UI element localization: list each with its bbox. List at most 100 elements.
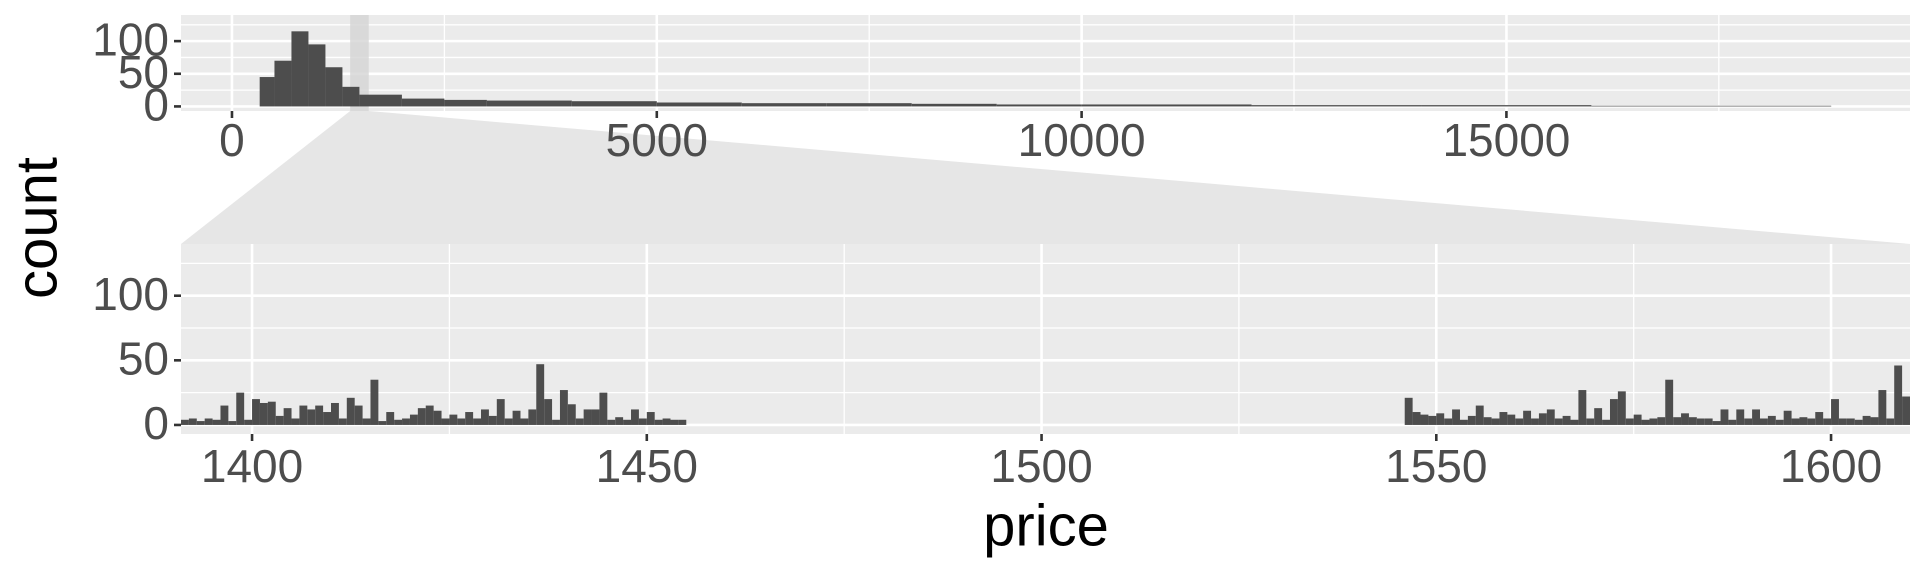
y-tick-label: 0	[143, 79, 169, 131]
bar	[1523, 410, 1532, 425]
bar	[444, 99, 487, 107]
bar	[512, 410, 521, 425]
bar	[244, 419, 253, 425]
bar	[1665, 379, 1674, 425]
bar	[1570, 419, 1579, 425]
bar	[1546, 409, 1555, 425]
x-tick-label: 15000	[1442, 114, 1570, 166]
bar	[1657, 417, 1666, 425]
bar	[1617, 391, 1626, 425]
bar	[181, 419, 189, 425]
bar	[678, 419, 687, 425]
bar	[1775, 419, 1784, 425]
bar	[1838, 418, 1847, 425]
bar	[1799, 417, 1808, 425]
bar	[1752, 409, 1760, 425]
bar	[1412, 412, 1421, 425]
bar	[331, 402, 339, 425]
bar	[1783, 410, 1792, 425]
bar	[638, 418, 647, 425]
bar	[583, 409, 592, 425]
bar	[1475, 405, 1484, 425]
bar	[1483, 417, 1492, 425]
bar	[402, 418, 410, 425]
bar	[283, 408, 292, 425]
bar	[1467, 415, 1476, 425]
bar	[1846, 418, 1855, 425]
bar	[631, 409, 639, 425]
bar	[1531, 418, 1539, 425]
bar	[259, 77, 275, 107]
bar	[1720, 409, 1729, 425]
bar	[504, 418, 513, 425]
bar	[354, 405, 363, 425]
bar	[1831, 399, 1839, 425]
y-tick-label: 50	[118, 332, 169, 384]
bar	[1594, 408, 1603, 425]
bar	[1404, 397, 1413, 425]
bar	[662, 418, 671, 425]
bar	[441, 418, 450, 425]
bar	[338, 418, 347, 425]
bar	[528, 409, 537, 425]
bar	[481, 409, 489, 425]
bar	[1633, 414, 1642, 425]
zoom-link	[181, 111, 1910, 244]
y-tick-label: 0	[143, 397, 169, 449]
bar	[1538, 413, 1547, 425]
bar	[1491, 418, 1500, 425]
bar	[1609, 399, 1618, 425]
bar	[1420, 414, 1429, 425]
bar	[394, 419, 403, 425]
bar	[1736, 409, 1745, 425]
bar	[599, 392, 608, 425]
x-tick-label: 5000	[606, 114, 708, 166]
panel-background	[181, 15, 1910, 111]
bar	[1744, 418, 1753, 425]
bar	[571, 101, 657, 107]
bar	[1452, 409, 1460, 425]
panel-background	[181, 244, 1910, 434]
bar	[670, 419, 679, 425]
x-tick-label: 1600	[1780, 440, 1882, 492]
bar	[488, 415, 497, 425]
bar	[1862, 415, 1871, 425]
bar	[911, 103, 997, 107]
bar	[465, 412, 474, 425]
bar	[1791, 418, 1800, 425]
bar	[1591, 105, 1832, 107]
bar	[996, 104, 1082, 107]
bar	[315, 405, 324, 425]
bar	[362, 418, 371, 425]
bar	[1499, 412, 1508, 425]
y-axis-title: count	[4, 157, 69, 299]
bar	[536, 364, 545, 425]
bar	[220, 405, 229, 425]
bar	[1421, 105, 1592, 107]
bar	[433, 410, 442, 425]
bar	[1444, 418, 1453, 425]
bar	[409, 414, 418, 425]
bar	[325, 67, 343, 107]
bar	[267, 401, 276, 425]
bar	[473, 418, 482, 425]
bar	[646, 412, 655, 425]
bar	[654, 419, 663, 425]
bar	[656, 102, 742, 107]
bar	[1641, 419, 1650, 425]
bar	[386, 412, 395, 425]
y-tick-label: 100	[92, 268, 169, 320]
bar	[1704, 418, 1713, 425]
bar	[401, 98, 445, 107]
bar	[591, 409, 600, 425]
bar	[1815, 412, 1824, 425]
bar	[1562, 415, 1571, 425]
bar	[607, 419, 616, 425]
bar	[559, 390, 568, 425]
bar	[1688, 417, 1697, 425]
bar	[449, 414, 458, 425]
bar	[826, 103, 912, 107]
bar	[1886, 418, 1895, 425]
